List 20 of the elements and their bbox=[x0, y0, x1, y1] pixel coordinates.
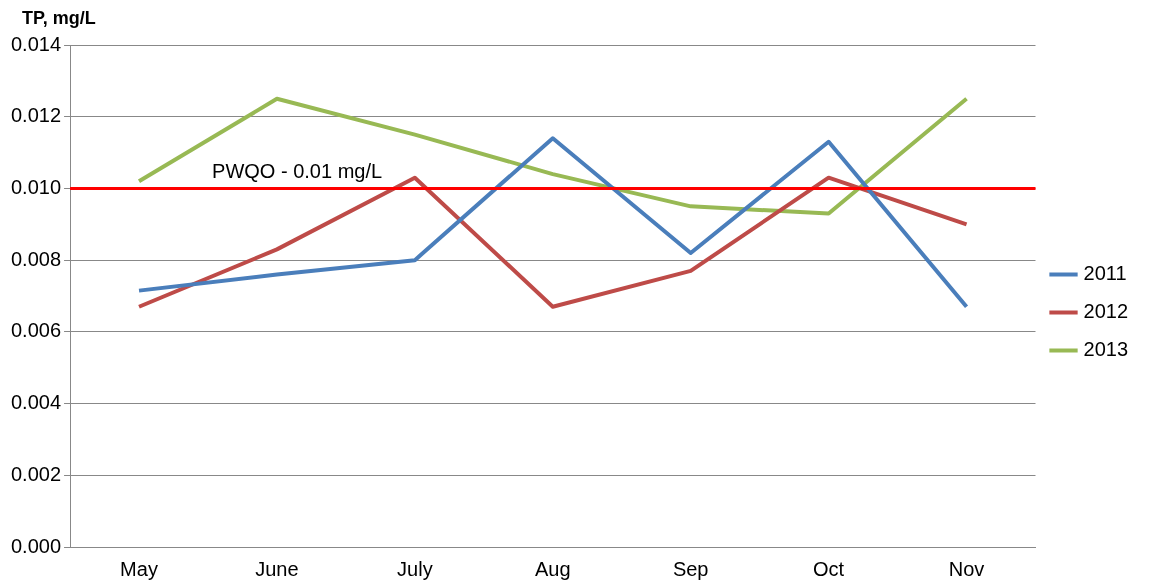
y-tick-label: 0.000 bbox=[10, 534, 62, 557]
legend-label: 2013 bbox=[1083, 338, 1129, 361]
y-tick-label: 0.002 bbox=[10, 462, 62, 485]
x-tick-label: May bbox=[120, 557, 158, 580]
y-tick-label: 0.004 bbox=[10, 391, 62, 414]
x-tick-label: July bbox=[397, 557, 433, 580]
y-tick-label: 0.010 bbox=[10, 175, 62, 198]
x-tick-label: Oct bbox=[813, 557, 845, 580]
y-tick-label: 0.014 bbox=[10, 32, 62, 55]
y-tick-label: 0.006 bbox=[10, 319, 62, 342]
y-tick-label: 0.012 bbox=[10, 104, 62, 127]
x-tick-label: Nov bbox=[948, 557, 985, 580]
y-tick-label: 0.008 bbox=[10, 247, 62, 270]
x-tick-label: Aug bbox=[534, 557, 571, 580]
y-axis-title: TP, mg/L bbox=[21, 8, 97, 30]
x-tick-label: Sep bbox=[672, 557, 709, 580]
legend-label: 2012 bbox=[1083, 300, 1129, 323]
ref-line-label: PWQO - 0.01 mg/L bbox=[212, 159, 383, 182]
legend-label: 2011 bbox=[1083, 262, 1127, 285]
x-tick-label: June bbox=[255, 557, 299, 580]
